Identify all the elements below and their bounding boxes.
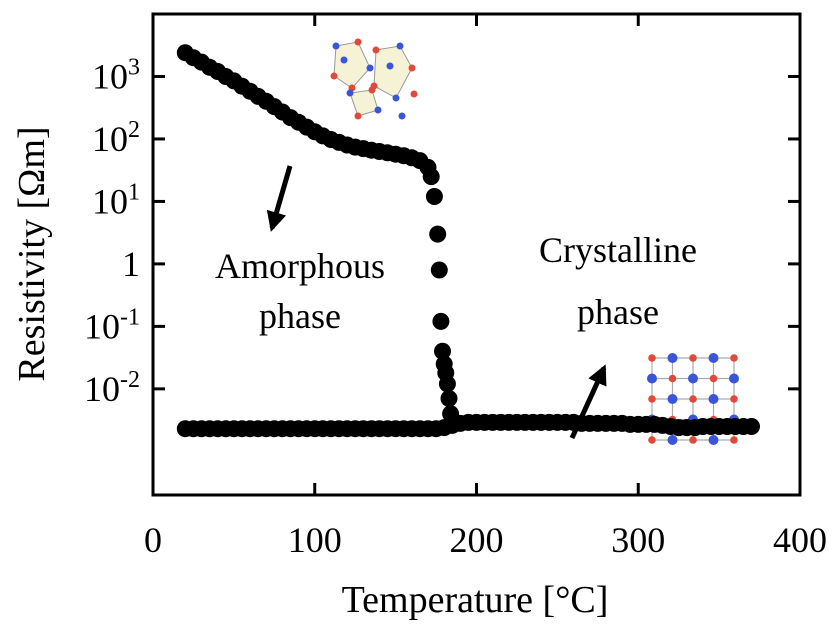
x-tick-label: 400	[773, 520, 827, 560]
y-axis-ticks: 103 102 101 1 10-1 10-2	[84, 54, 800, 409]
crystalline-label: Crystalline	[539, 230, 697, 270]
x-axis-title: Temperature [°C]	[342, 579, 609, 621]
data-point-series-0	[438, 375, 456, 393]
y-tick-label: 102	[92, 117, 140, 159]
data-point-series-0	[430, 261, 448, 279]
x-tick-label: 200	[450, 520, 504, 560]
data-points	[176, 44, 760, 438]
amorphous-arrow	[266, 165, 293, 232]
amorphous-label-line2: phase	[259, 296, 341, 336]
y-tick-label: 10-1	[84, 304, 140, 346]
data-point-series-0	[425, 188, 443, 205]
data-point-series-0	[429, 225, 447, 243]
data-point-series-0	[432, 312, 450, 330]
y-tick-label: 101	[92, 179, 140, 221]
data-point-series-0	[422, 168, 440, 186]
data-point-series-0	[434, 342, 451, 360]
y-tick-label: 103	[92, 54, 140, 96]
plot-frame	[151, 12, 802, 497]
x-tick-label: 0	[144, 520, 162, 560]
y-axis-title: Resistivity [Ωm]	[11, 126, 53, 381]
x-tick-label: 300	[611, 520, 665, 560]
x-tick-label: 100	[288, 520, 342, 560]
amorphous-structure-icon	[330, 38, 418, 120]
data-point-series-0	[440, 390, 458, 407]
data-point-series-1	[743, 418, 760, 435]
y-tick-label: 10-2	[84, 367, 140, 409]
crystalline-label-line2: phase	[577, 292, 659, 332]
amorphous-label: Amorphous	[215, 246, 385, 286]
y-tick-label: 1	[122, 244, 140, 284]
